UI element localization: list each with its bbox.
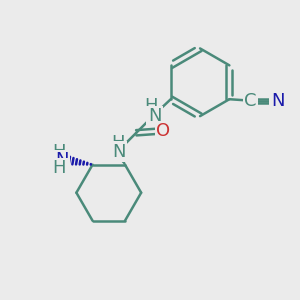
Text: N: N <box>112 142 125 160</box>
Polygon shape <box>115 149 125 165</box>
Text: H: H <box>111 134 125 152</box>
Text: O: O <box>156 122 170 140</box>
Text: H: H <box>144 97 158 115</box>
Text: H: H <box>52 160 66 178</box>
Text: N: N <box>148 107 161 125</box>
Text: C: C <box>244 92 257 110</box>
Text: H: H <box>52 143 66 161</box>
Text: N: N <box>271 92 284 110</box>
Text: N: N <box>56 151 69 169</box>
